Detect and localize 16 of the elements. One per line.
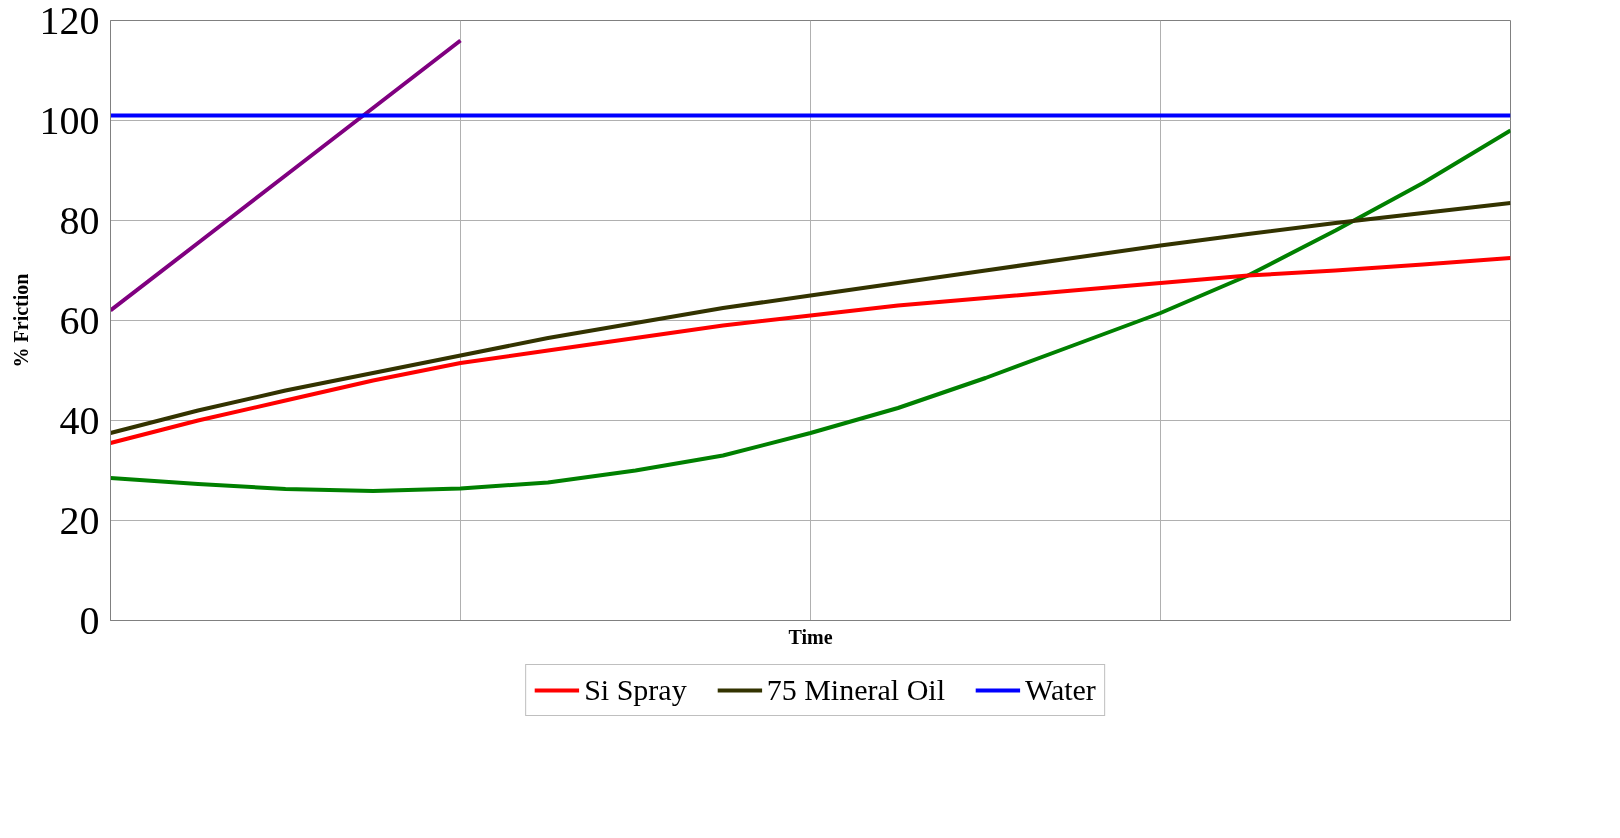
legend-label: Si Spray	[584, 673, 687, 707]
line-series	[110, 128, 1511, 493]
y-tick-label: 80	[59, 197, 100, 243]
line-series	[110, 256, 1511, 445]
x-axis-title: Time	[788, 625, 833, 648]
line-series	[110, 38, 463, 313]
legend-label: Water	[1024, 673, 1096, 707]
y-tick-label: 20	[59, 497, 100, 543]
y-tick-label: 60	[59, 297, 100, 343]
y-axis-title: % Friction	[9, 273, 32, 368]
y-tick-label: 120	[39, 0, 100, 43]
line-series	[110, 201, 1511, 435]
legend-label: 75 Mineral Oil	[766, 673, 945, 707]
y-tick-label: 0	[79, 597, 100, 643]
y-tick-label: 100	[39, 97, 100, 143]
y-tick-label: 40	[59, 397, 100, 443]
